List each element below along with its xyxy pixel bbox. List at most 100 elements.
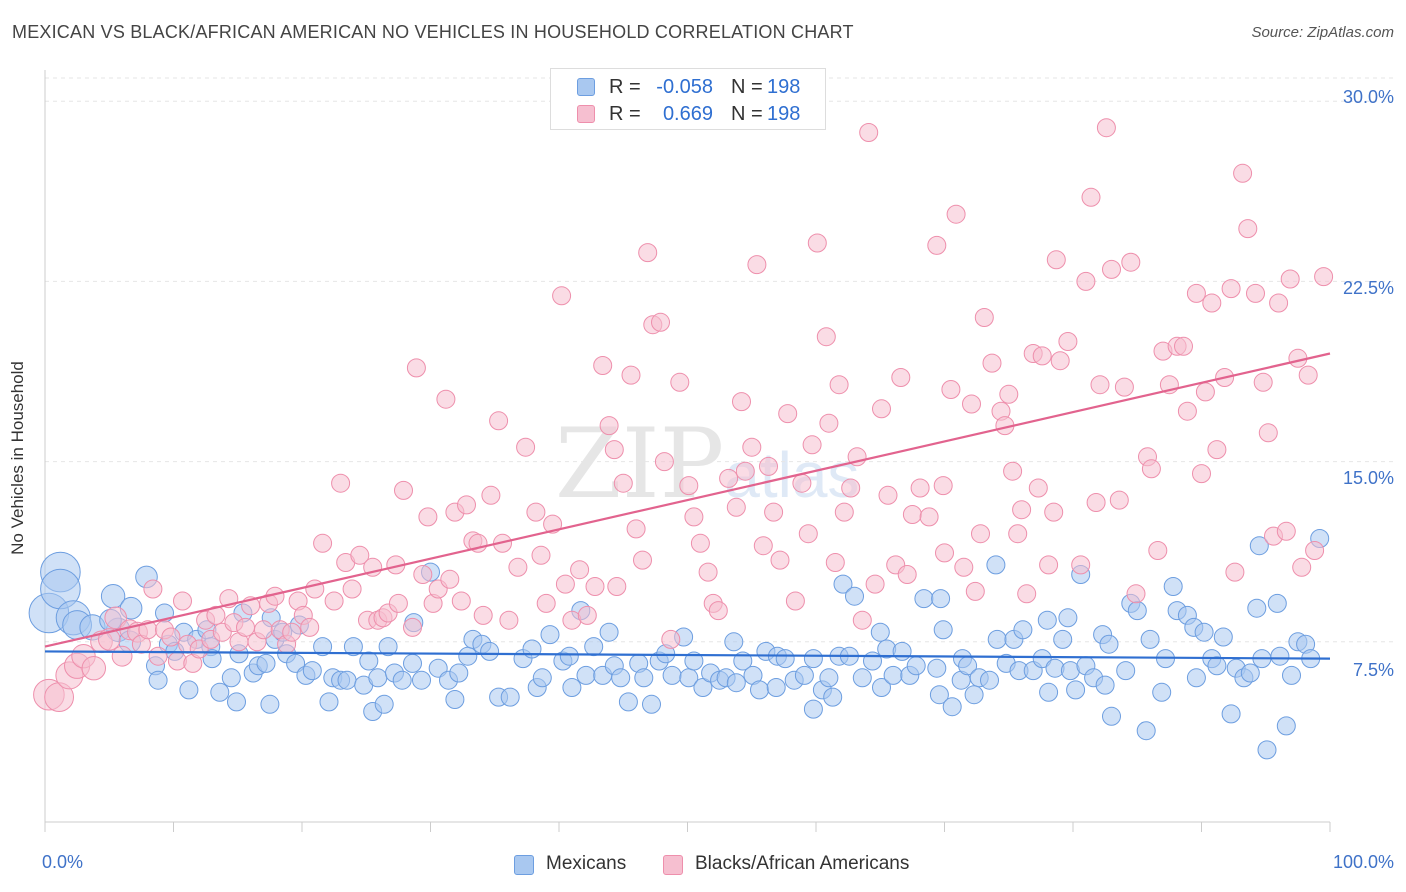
correlation-legend: R = -0.058 N = 198 R = 0.669 N = 198 [550,68,826,130]
point-blacks [1258,423,1278,443]
point-blacks [679,476,699,496]
point-blacks [526,502,546,522]
legend-n-label: N = [731,103,763,125]
point-blacks [516,437,536,457]
point-mexicans [931,589,951,609]
point-blacks [633,550,652,570]
point-mexicans [618,692,638,712]
point-mexicans [1163,577,1183,596]
point-mexicans [445,690,465,709]
point-blacks [785,591,805,611]
point-blacks [834,502,854,522]
point-blacks [1305,541,1325,560]
point-blacks [599,416,619,436]
point-blacks [555,574,575,594]
point-mexicans [724,632,744,652]
legend-label: Blacks/African Americans [695,853,910,874]
point-blacks [747,255,767,275]
point-blacks [1081,187,1101,207]
point-blacks [891,368,911,387]
point-mexicans [906,656,926,676]
point-mexicans [562,678,582,697]
point-mexicans [1152,682,1172,702]
point-mexicans [179,680,199,700]
point-blacks [626,519,646,539]
point-blacks [753,536,773,556]
point-blacks [236,617,255,637]
point-blacks [593,356,613,375]
point-mexicans [500,687,520,707]
point-blacks [1141,459,1161,479]
point-mexicans [260,694,280,714]
point-blacks [708,601,728,621]
point-blacks [206,605,226,625]
point-blacks [1221,279,1241,299]
point-blacks [1207,440,1227,460]
point-blacks [971,524,990,544]
point-blacks [148,646,168,666]
point-blacks [902,505,922,524]
point-blacks [726,497,746,517]
point-blacks [282,622,302,642]
point-blacks [1032,346,1052,366]
point-blacks [684,507,704,527]
x-tick-label-min: 0.0% [42,852,84,872]
point-mexicans [1127,601,1147,621]
legend-r-value: -0.058 [656,76,713,98]
point-mexicans [933,620,953,640]
point-blacks [161,627,181,647]
point-blacks [999,384,1019,404]
point-blacks [1121,252,1141,272]
point-mexicans [392,670,412,690]
point-blacks [1003,461,1023,481]
point-blacks [935,543,954,563]
point-blacks [607,577,627,596]
point-mexicans [1136,721,1156,741]
point-mexicans [343,637,363,657]
point-blacks [865,574,885,594]
point-mexicans [412,670,431,690]
point-mexicans [845,586,864,606]
point-mexicans [833,574,853,594]
point-mexicans [1066,680,1086,700]
point-blacks [919,507,939,527]
point-mexicans [221,668,241,688]
point-blacks [910,478,930,498]
point-blacks [403,617,422,637]
point-mexicans [449,663,469,683]
point-mexicans [559,646,579,666]
point-mexicans [522,639,542,659]
point-mexicans [1240,663,1260,683]
point-blacks [841,478,861,498]
point-blacks [254,620,273,640]
point-mexicans [929,685,949,705]
point-blacks [1109,490,1129,510]
point-blacks [1186,283,1206,303]
point-mexicans [584,637,604,657]
y-tick-label: 7.5% [1352,660,1394,680]
point-blacks [604,440,624,460]
point-mexicans [750,680,769,700]
point-blacks [651,312,670,332]
point-blacks [1202,293,1222,313]
chart-title: MEXICAN VS BLACK/AFRICAN AMERICAN NO VEH… [12,22,854,42]
point-mexicans [1037,610,1057,630]
point-blacks [173,591,192,611]
point-mexicans [980,670,999,690]
legend-row-blacks: R = 0.669 N = 198 [551,101,825,127]
point-blacks [974,308,994,327]
point-blacks [1292,557,1312,577]
point-mexicans [378,637,398,657]
point-mexicans [599,622,619,642]
legend-r-value: 0.669 [662,103,713,125]
point-blacks [1269,293,1289,313]
point-mexicans [458,646,478,666]
point-blacks [1246,283,1265,303]
point-mexicans [1257,740,1277,760]
point-blacks [825,553,845,572]
point-blacks [1233,163,1253,183]
point-blacks [816,327,836,347]
point-blacks [436,389,456,409]
y-axis-label: No Vehicles in Household [8,361,27,555]
point-mexicans [986,555,1006,575]
